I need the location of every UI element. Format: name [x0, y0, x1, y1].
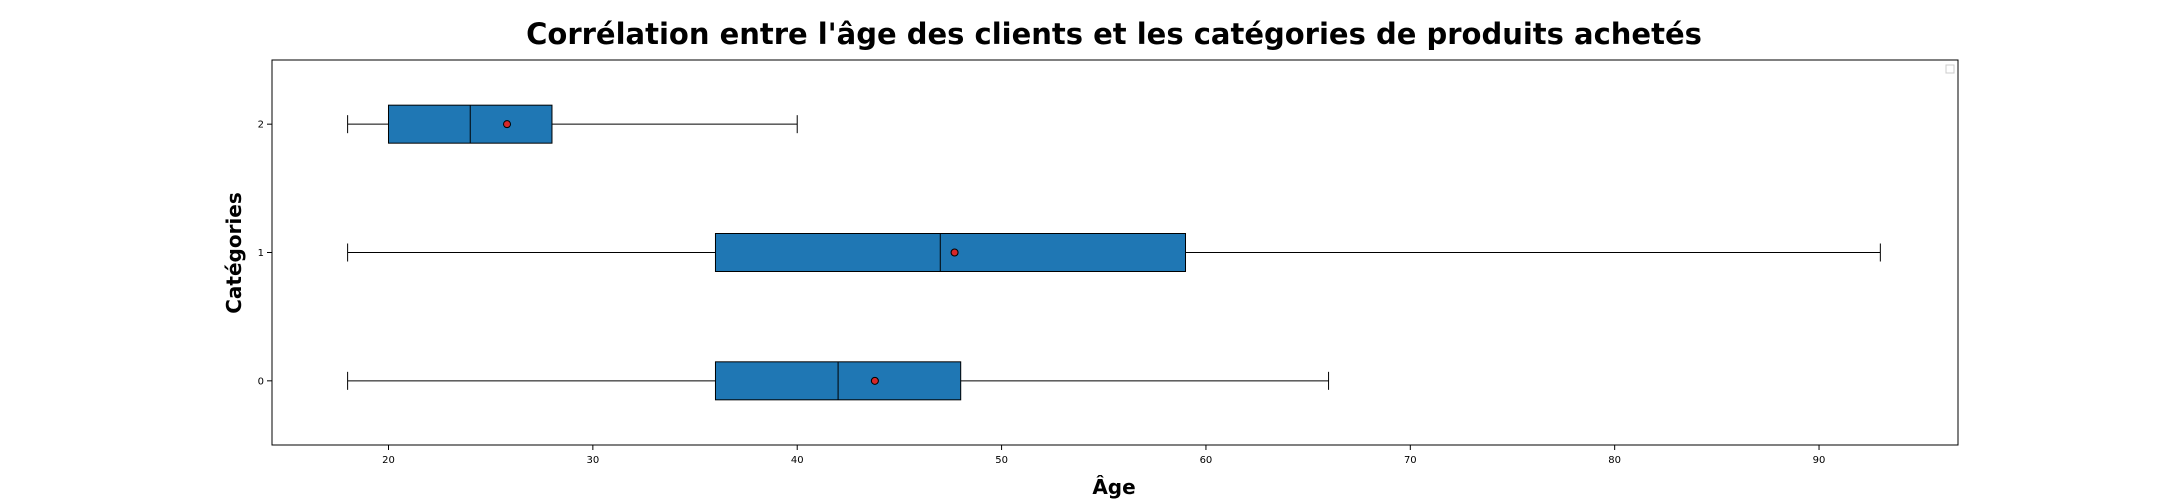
x-tick-label: 30: [586, 455, 599, 466]
x-axis-ticks: 20 30 40 50 60 70 80 90: [382, 445, 1825, 466]
mean-marker: [950, 248, 959, 257]
y-axis-ticks: 0 1 2: [258, 120, 272, 387]
x-tick-label: 50: [995, 455, 1008, 466]
y-tick-label: 2: [258, 120, 264, 131]
box-iqr: [714, 233, 1187, 272]
y-axis-label: Catégories: [222, 192, 246, 314]
mean-marker: [870, 376, 879, 385]
legend-box: [1945, 64, 1955, 74]
x-tick-label: 40: [791, 455, 804, 466]
y-tick-label: 0: [258, 376, 264, 387]
box-category-2: [347, 104, 798, 144]
chart-title: Corrélation entre l'âge des clients et l…: [526, 17, 1702, 51]
boxes: [347, 104, 1881, 401]
x-tick-label: 90: [1813, 455, 1826, 466]
x-tick-label: 20: [382, 455, 395, 466]
x-tick-label: 60: [1200, 455, 1213, 466]
mean-marker: [503, 120, 512, 129]
x-tick-label: 80: [1608, 455, 1621, 466]
box-category-1: [347, 233, 1881, 272]
box-category-0: [347, 361, 1330, 401]
y-tick-label: 1: [258, 248, 264, 259]
x-tick-label: 70: [1404, 455, 1417, 466]
x-axis-label: Âge: [1092, 475, 1135, 499]
